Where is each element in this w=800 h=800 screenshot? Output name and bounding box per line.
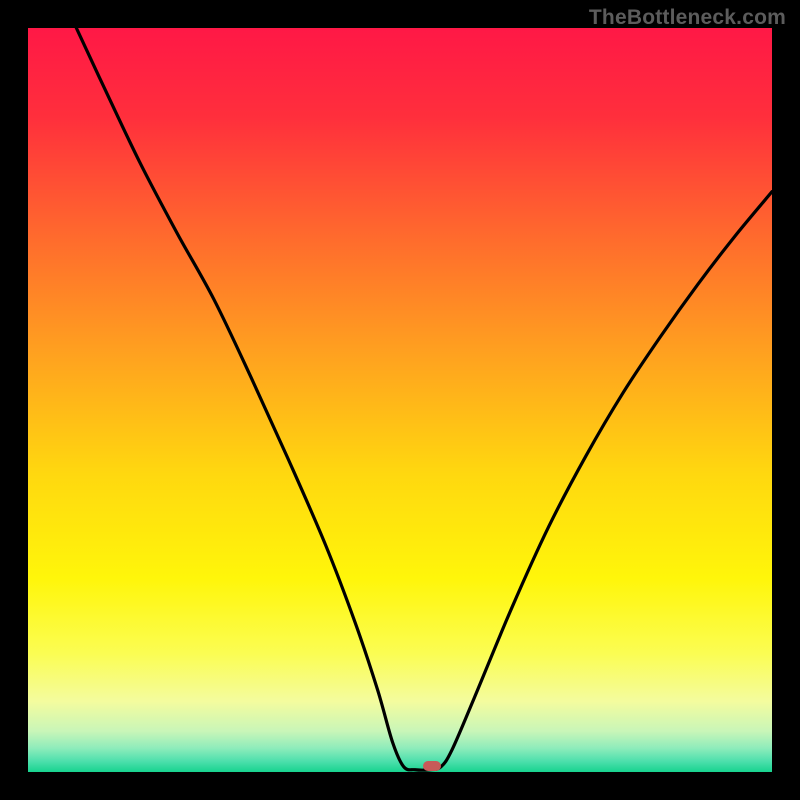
- watermark-text: TheBottleneck.com: [589, 6, 786, 30]
- optimum-marker: [423, 761, 441, 771]
- chart-frame: TheBottleneck.com: [0, 0, 800, 800]
- plot-area: [28, 28, 772, 772]
- bottleneck-curve: [28, 28, 772, 772]
